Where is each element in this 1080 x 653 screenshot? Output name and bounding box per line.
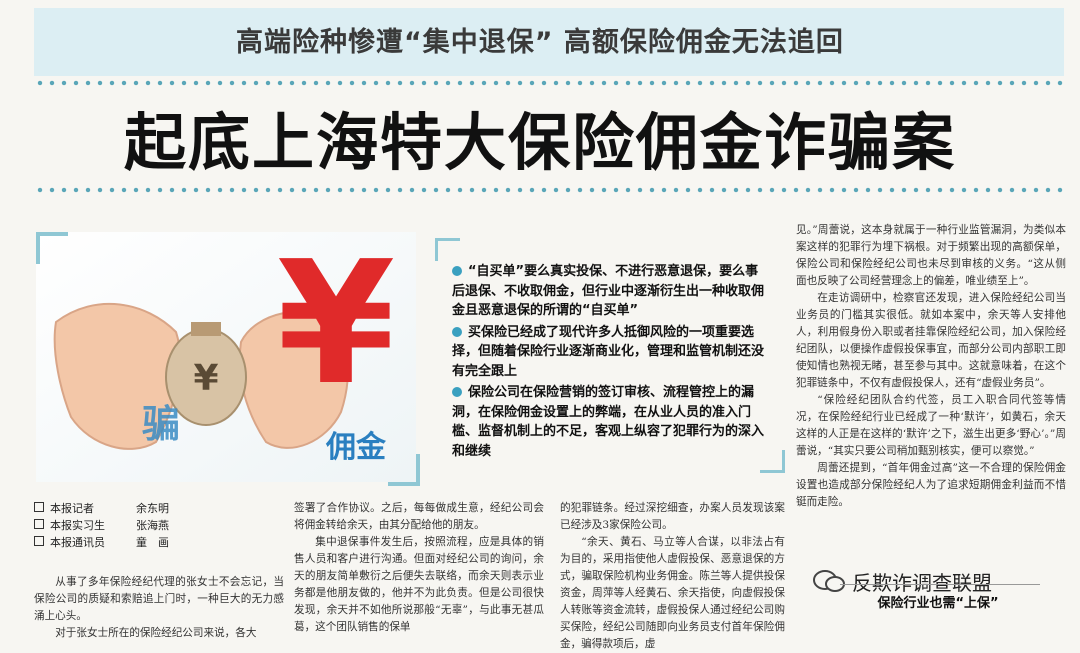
big-yen-symbol: ¥ bbox=[277, 232, 395, 423]
bullet-icon bbox=[452, 326, 462, 337]
commission-caption: 佣金 bbox=[325, 430, 387, 465]
subhead-rule bbox=[840, 584, 1040, 585]
paragraph: 的犯罪链条。经过深挖细查，办案人员发现该案已经涉及3家保险公司。 bbox=[560, 502, 785, 531]
article-column-1: 从事了多年保险经纪代理的张女士不会忘记，当保险公司的质疑和索赔追上门时，一种巨大… bbox=[34, 574, 284, 642]
money-bag-tie bbox=[191, 322, 221, 336]
paragraph: “余天、黄石、马立等人合谋，以非法占有为目的，采用指使他人虚假投保、恶意退保的方… bbox=[560, 536, 785, 650]
key-point: 保险公司在保险营销的签订审核、流程管控上的漏洞，在保险佣金设置上的弊端，在从业人… bbox=[452, 385, 765, 459]
wechat-icon bbox=[813, 570, 845, 592]
section-subhead: 保险行业也需“上保” bbox=[877, 596, 999, 611]
paragraph: 签署了合作协议。之后，每每做成生意，经纪公司会将佣金转给余天，由其分配给他的朋友… bbox=[294, 502, 544, 531]
key-point: 买保险已经成了现代许多人抵御风险的一项重要选择，但随着保险行业逐渐商业化，管理和… bbox=[452, 324, 765, 379]
article-column-4: 见。”周蕾说，这本身就属于一种行业监管漏洞，为类似本案这样的犯罪行为埋下祸根。对… bbox=[796, 222, 1066, 511]
kicker-title: 高端险种惨遭“集中退保” 高额保险佣金无法追回 bbox=[236, 27, 844, 58]
paragraph: 从事了多年保险经纪代理的张女士不会忘记，当保险公司的质疑和索赔追上门时，一种巨大… bbox=[34, 576, 284, 622]
points-frame-corner bbox=[760, 450, 785, 473]
paragraph: 周蕾还提到，“首年佣金过高”这一不合理的保险佣金设置也造成部分保险经纪人为了追求… bbox=[796, 462, 1066, 508]
hands-yen-illustration: ¥ ¥ 骗 佣金 bbox=[36, 232, 416, 482]
points-frame-corner bbox=[435, 238, 460, 261]
paragraph: 集中退保事件发生后，按照流程，应是具体的销售人员和客户进行沟通。但面对经纪公司的… bbox=[294, 536, 544, 633]
newspaper-page: 高端险种惨遭“集中退保” 高额保险佣金无法追回 起底上海特大保险佣金诈骗案 ¥ … bbox=[34, 8, 1070, 650]
square-icon bbox=[34, 502, 44, 512]
article-illustration: ¥ ¥ 骗 佣金 bbox=[36, 232, 416, 482]
article-column-2: 签署了合作协议。之后，每每做成生意，经纪公司会将佣金转给余天，由其分配给他的朋友… bbox=[294, 500, 544, 636]
dotted-divider-top bbox=[34, 80, 1064, 86]
wechat-watermark: 反欺诈调查联盟 bbox=[812, 566, 1070, 596]
byline: 本报实习生 张海燕 bbox=[34, 517, 284, 534]
photo-frame-corner bbox=[36, 232, 68, 264]
bag-yen-text: ¥ bbox=[193, 358, 218, 399]
right-hand bbox=[238, 310, 349, 449]
bullet-icon bbox=[452, 387, 462, 397]
photo-frame-corner bbox=[388, 454, 420, 486]
paragraph: 见。”周蕾说，这本身就属于一种行业监管漏洞，为类似本案这样的犯罪行为埋下祸根。对… bbox=[796, 224, 1066, 287]
byline: 本报通讯员童 画 bbox=[34, 534, 284, 551]
kicker-band bbox=[34, 8, 1064, 76]
square-icon bbox=[34, 519, 44, 529]
headline: 起底上海特大保险佣金诈骗案 bbox=[123, 106, 956, 179]
square-icon bbox=[34, 536, 44, 546]
paragraph: “保险经纪团队合约代签，员工入职合同代签等情况，在保险经纪行业已经成了一种‘默许… bbox=[796, 394, 1066, 457]
paragraph: 对于张女士所在的保险经纪公司来说，各大 bbox=[55, 627, 257, 639]
bylines: 本报记者 余东明 本报实习生 张海燕 本报通讯员童 画 bbox=[34, 500, 284, 551]
left-hand bbox=[53, 302, 181, 450]
byline: 本报记者 余东明 bbox=[34, 500, 284, 517]
key-points: “自买单”要么真实投保、不进行恶意退保，要么事后退保、不收取佣金，但行业中逐渐衍… bbox=[452, 262, 768, 463]
paragraph: 在走访调研中，检察官还发现，进入保险经纪公司当业务员的门槛其实很低。就如本案中，… bbox=[796, 292, 1066, 389]
dotted-divider-bottom bbox=[34, 187, 1064, 193]
bullet-icon bbox=[452, 266, 462, 276]
key-point: “自买单”要么真实投保、不进行恶意退保，要么事后退保、不收取佣金，但行业中逐渐衍… bbox=[452, 264, 765, 318]
fraud-character: 骗 bbox=[142, 402, 180, 446]
article-column-3: 的犯罪链条。经过深挖细查，办案人员发现该案已经涉及3家保险公司。 “余天、黄石、… bbox=[560, 500, 785, 653]
